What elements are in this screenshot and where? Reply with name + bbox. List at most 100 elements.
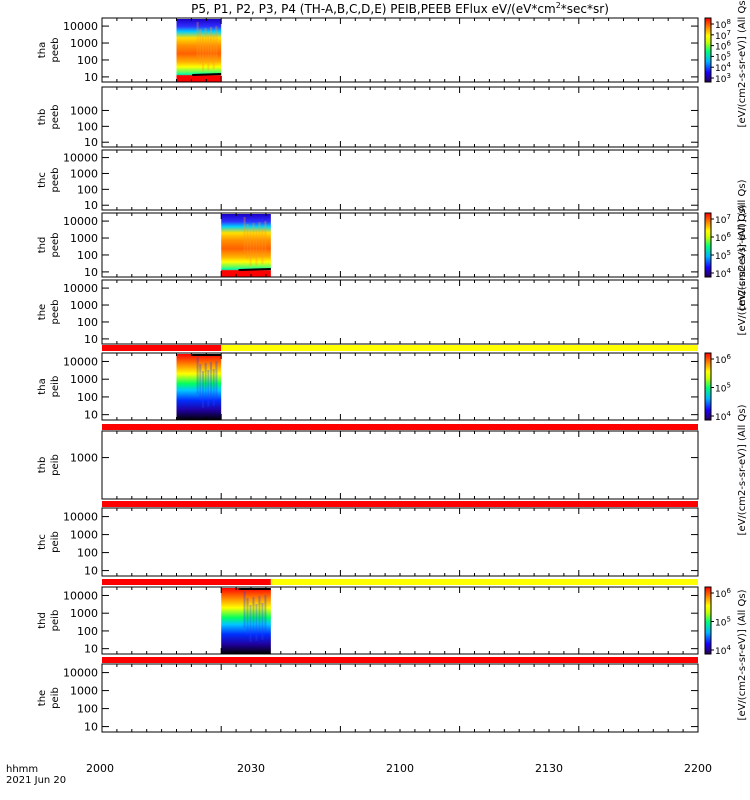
heatmap-block-thd-peib xyxy=(221,588,271,654)
y-tick-label: 1000 xyxy=(70,607,98,620)
panel-product-label: peib xyxy=(50,687,61,709)
colorbar-tick-label: 107 xyxy=(715,29,731,42)
heatmap-layer xyxy=(176,19,271,654)
panel-frame-thd-peeb xyxy=(101,212,699,278)
x-tick-label: 2000 xyxy=(86,762,114,775)
y-tick-label: 1000 xyxy=(70,37,98,50)
flag-segment-yellow xyxy=(221,345,698,351)
y-tick-label: 10 xyxy=(84,565,98,578)
y-tick-label: 10 xyxy=(84,643,98,656)
y-tick-label: 10000 xyxy=(63,667,98,680)
x-tick-label: 2100 xyxy=(386,762,414,775)
x-tick-label: 2130 xyxy=(535,762,563,775)
x-tick-label: 2200 xyxy=(684,762,712,775)
heatmap-block-tha-peib xyxy=(176,354,222,420)
panel-probe-label: the xyxy=(37,690,48,706)
flag-segment-red xyxy=(102,424,698,430)
panel-probe-label: tha xyxy=(37,378,48,394)
heatmap-texture-thd-peeb xyxy=(246,224,249,260)
heatmap-texture-tha-peeb xyxy=(199,29,202,65)
y-tick-label: 1000 xyxy=(70,685,98,698)
y-tick-label: 100 xyxy=(77,316,98,329)
heatmap-trace-tha-peeb xyxy=(192,73,222,76)
y-tick-label: 1000 xyxy=(70,232,98,245)
y-tick-label: 10000 xyxy=(63,589,98,602)
flag-segment-red xyxy=(102,657,698,663)
panel-frame-thb-peeb xyxy=(101,86,699,148)
x-axis-label-line1: hhmm xyxy=(6,764,38,775)
panel-frame-the-peib xyxy=(101,663,699,733)
y-tick-label: 10 xyxy=(84,409,98,422)
colorbar-tick-label: 104 xyxy=(715,267,731,280)
colorbar-tick-label: 105 xyxy=(715,616,731,629)
heatmap-texture-thd-peeb xyxy=(261,229,264,265)
colorbar-tick-label: 107 xyxy=(715,213,731,226)
flag-segment-red xyxy=(102,579,271,585)
panel-product-label: peeb xyxy=(50,300,61,325)
heatmap-block-tha-peeb xyxy=(176,19,222,82)
panel-probe-label: thc xyxy=(37,172,48,188)
heatmap-texture-tha-peeb xyxy=(204,28,207,64)
colorbar-tick-label: 104 xyxy=(715,61,731,74)
panel-frame-thc-peeb xyxy=(101,149,699,211)
y-tick-label: 10000 xyxy=(63,282,98,295)
panel-probe-label: thd xyxy=(37,612,48,629)
colorbar-tick-label: 104 xyxy=(715,410,731,423)
y-tick-label: 100 xyxy=(77,703,98,716)
y-tick-label: 10 xyxy=(84,721,98,734)
colorbars-layer: 1081071061051041031071061051041061051041… xyxy=(704,17,731,657)
x-axis-label-line2: 2021 Jun 20 xyxy=(6,775,66,786)
heatmap-block-thd-peeb xyxy=(221,214,271,277)
y-tick-label: 10 xyxy=(84,136,98,149)
y-tick-label: 100 xyxy=(77,249,98,262)
panel-product-label: peib xyxy=(50,610,61,632)
y-tick-label: 10 xyxy=(84,333,98,346)
colorbar1-title: [eV/(cm2-s-sr-eV)] (All Qs) xyxy=(737,0,748,127)
heatmap-trace-thd-peeb xyxy=(238,268,271,271)
heatmap-texture-tha-peeb xyxy=(215,26,218,62)
colorbar-tick-label: 106 xyxy=(715,353,731,366)
panel-probe-label: thc xyxy=(37,534,48,550)
panel-frame-thd-peib xyxy=(101,586,699,655)
colorbar3-title: [eV/(cm2-s-sr-eV)] (All Qs) xyxy=(737,404,748,535)
flag-bars-layer xyxy=(102,345,698,663)
flag-segment-red xyxy=(102,501,698,507)
heatmap-texture-tha-peib xyxy=(207,370,210,407)
colorbar4-title: [eV/(cm2-s-sr-eV)] (All Qs) xyxy=(737,589,748,720)
colorbar-tick-label: 106 xyxy=(715,40,731,53)
heatmap-texture-thd-peeb xyxy=(252,223,255,259)
colorbar-tick-label: 106 xyxy=(715,231,731,244)
heatmap-texture-thd-peib xyxy=(252,597,255,634)
colorbar-tick-label: 106 xyxy=(715,587,731,600)
y-tick-label: 1000 xyxy=(70,167,98,180)
heatmap-texture-thd-peeb xyxy=(258,222,261,258)
panel-probe-label: thd xyxy=(37,237,48,254)
panel-frame-thb-peib xyxy=(101,430,699,500)
heatmap-texture-thd-peib xyxy=(243,591,246,628)
heatmap-texture-tha-peib xyxy=(204,363,207,400)
heatmap-texture-thd-peeb xyxy=(255,230,258,266)
heatmap-texture-tha-peib xyxy=(212,369,215,406)
y-tick-label: 100 xyxy=(77,54,98,67)
flag-segment-yellow xyxy=(270,579,698,585)
panel-probe-label: tha xyxy=(37,42,48,58)
heatmap-texture-thd-peib xyxy=(264,595,267,632)
y-tick-label: 10000 xyxy=(63,355,98,368)
heatmap-texture-thd-peib xyxy=(258,596,261,633)
flag-segment-red xyxy=(102,345,222,351)
colorbar-tick-label: 105 xyxy=(715,382,731,395)
heatmap-texture-thd-peeb xyxy=(243,217,246,253)
colorbar-tick-label: 105 xyxy=(715,249,731,262)
heatmap-texture-tha-peib xyxy=(210,362,213,399)
y-tick-label: 1000 xyxy=(70,529,98,542)
colorbar2-title-overlap: [eV/(cm2-s-sr-eV)] (All Qs) xyxy=(737,204,748,335)
heatmap-texture-tha-peib xyxy=(196,357,199,394)
heatmap-texture-thd-peib xyxy=(255,604,258,641)
heatmap-texture-tha-peib xyxy=(199,364,202,401)
y-tick-label: 1000 xyxy=(70,373,98,386)
colorbar2-title: [eV/(cm2-s-sr-eV)] (All Qs) xyxy=(737,179,748,310)
y-tick-label: 100 xyxy=(77,547,98,560)
panel-frame-thc-peib xyxy=(101,507,699,577)
